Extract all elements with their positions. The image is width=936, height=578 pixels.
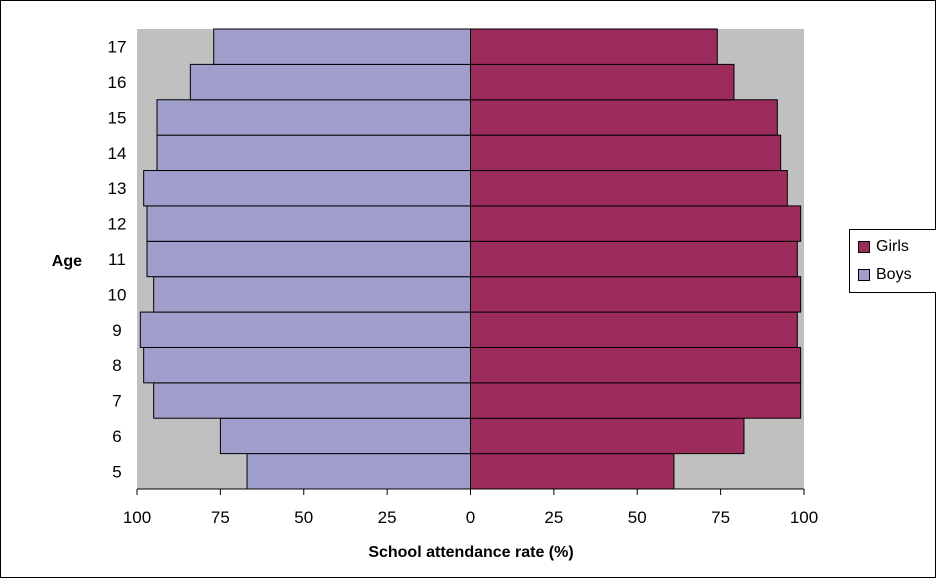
y-tick-label-age-15: 15: [108, 108, 127, 127]
legend-item-boys: Boys: [858, 265, 912, 285]
y-tick-label-age-10: 10: [108, 285, 127, 304]
y-axis-title: Age: [52, 253, 82, 270]
bar-boys-age-17: [213, 28, 472, 65]
bars-group: [139, 28, 802, 490]
bar-boys-age-7: [153, 382, 472, 419]
bar-girls-age-5: [470, 453, 675, 490]
bar-boys-age-8: [143, 346, 471, 384]
y-tick-label-age-13: 13: [108, 179, 127, 198]
bar-girls-age-9: [470, 311, 798, 348]
y-tick-label-age-5: 5: [112, 462, 121, 481]
y-tick-label-age-16: 16: [108, 73, 127, 92]
bar-girls-age-10: [470, 276, 802, 313]
legend-swatch-girls: [858, 241, 870, 253]
bar-boys-age-11: [146, 240, 471, 278]
legend: Girls Boys: [849, 229, 936, 293]
bar-girls-age-17: [470, 28, 718, 65]
x-tick-label: 75: [211, 508, 230, 527]
y-tick-label-age-12: 12: [108, 215, 127, 234]
bar-girls-age-14: [470, 134, 782, 172]
x-ticks-group: 100 75 50 25 0 25 50 75 100: [123, 489, 818, 527]
y-tick-label-age-8: 8: [112, 356, 121, 375]
y-tick-label-age-7: 7: [112, 392, 121, 411]
bar-girls-age-13: [470, 170, 788, 207]
bar-boys-age-13: [143, 170, 471, 207]
bar-boys-age-6: [219, 417, 471, 455]
bar-girls-age-11: [470, 240, 798, 278]
bar-boys-age-16: [189, 63, 472, 101]
x-tick-label: 50: [628, 508, 647, 527]
bar-girls-age-6: [470, 417, 745, 455]
bar-boys-age-10: [153, 276, 472, 313]
y-tick-label-age-17: 17: [108, 38, 127, 57]
bar-boys-age-15: [156, 99, 471, 136]
y-ticks-group: 5 6 7 8 9 10 11 12 13 14 15 16 17: [108, 38, 127, 482]
x-tick-label: 25: [378, 508, 397, 527]
bar-boys-age-12: [146, 205, 471, 242]
legend-swatch-boys: [858, 269, 870, 281]
x-tick-label: 25: [544, 508, 563, 527]
x-tick-label: 100: [790, 508, 818, 527]
x-tick-label: 100: [123, 508, 151, 527]
x-tick-label: 75: [711, 508, 730, 527]
legend-label-girls: Girls: [876, 238, 909, 255]
x-tick-label: 50: [294, 508, 313, 527]
y-tick-label-age-11: 11: [108, 250, 126, 269]
bar-girls-age-15: [470, 99, 778, 136]
legend-label-boys: Boys: [876, 266, 912, 283]
legend-item-girls: Girls: [858, 237, 909, 257]
bar-girls-age-16: [470, 63, 735, 101]
x-tick-label: 0: [466, 508, 475, 527]
bar-boys-age-14: [156, 134, 471, 172]
bar-girls-age-8: [470, 346, 802, 384]
y-tick-label-age-9: 9: [112, 321, 121, 340]
y-tick-label-age-14: 14: [108, 144, 127, 163]
y-tick-label-age-6: 6: [112, 427, 121, 446]
bar-girls-age-12: [470, 205, 802, 242]
bar-boys-age-9: [139, 311, 472, 348]
x-axis-title: School attendance rate (%): [368, 544, 573, 561]
bar-boys-age-5: [246, 453, 471, 490]
bar-girls-age-7: [470, 382, 802, 419]
